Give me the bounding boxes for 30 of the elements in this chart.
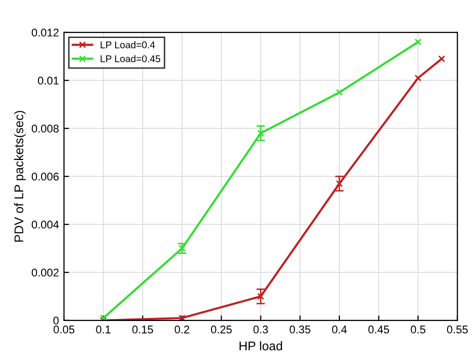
y-tick-label: 0.012 — [32, 28, 59, 37]
x-tick-label: 0.05 — [54, 326, 74, 334]
x-tick-label: 0.45 — [368, 326, 390, 334]
y-tick-label: 0.01 — [38, 76, 59, 85]
x-tick-label: 0.2 — [174, 326, 190, 334]
x-tick-label: 0.35 — [290, 326, 310, 334]
x-tick-label: 0.4 — [332, 326, 347, 334]
legend-label: LP Load=0.4 — [100, 41, 155, 48]
x-tick-label: 0.15 — [132, 326, 154, 334]
x-tick-label: 0.25 — [210, 326, 232, 334]
point — [336, 180, 343, 188]
x-tick-label: 0.55 — [447, 326, 468, 334]
x-tick-label: 0.5 — [410, 326, 426, 334]
point — [414, 38, 422, 46]
y-tick-label: 0.008 — [32, 124, 59, 133]
x-axis-title: HP load — [240, 341, 282, 350]
y-tick-label: 0.006 — [32, 172, 59, 181]
point — [438, 55, 446, 62]
x-tick-label: 0.3 — [253, 326, 268, 334]
point — [178, 314, 186, 320]
y-tick-label: 0 — [53, 316, 59, 325]
point — [257, 130, 264, 137]
legend-label: LP Load=0.45 — [100, 55, 160, 62]
x-tick-label: 0.1 — [96, 326, 111, 334]
y-tick-label: 0.002 — [32, 268, 59, 277]
y-axis-title: PDV of LP packets(sec) — [14, 110, 26, 242]
point — [414, 74, 422, 82]
point — [336, 88, 343, 96]
point — [257, 292, 264, 300]
y-tick-label: 0.004 — [32, 220, 59, 229]
